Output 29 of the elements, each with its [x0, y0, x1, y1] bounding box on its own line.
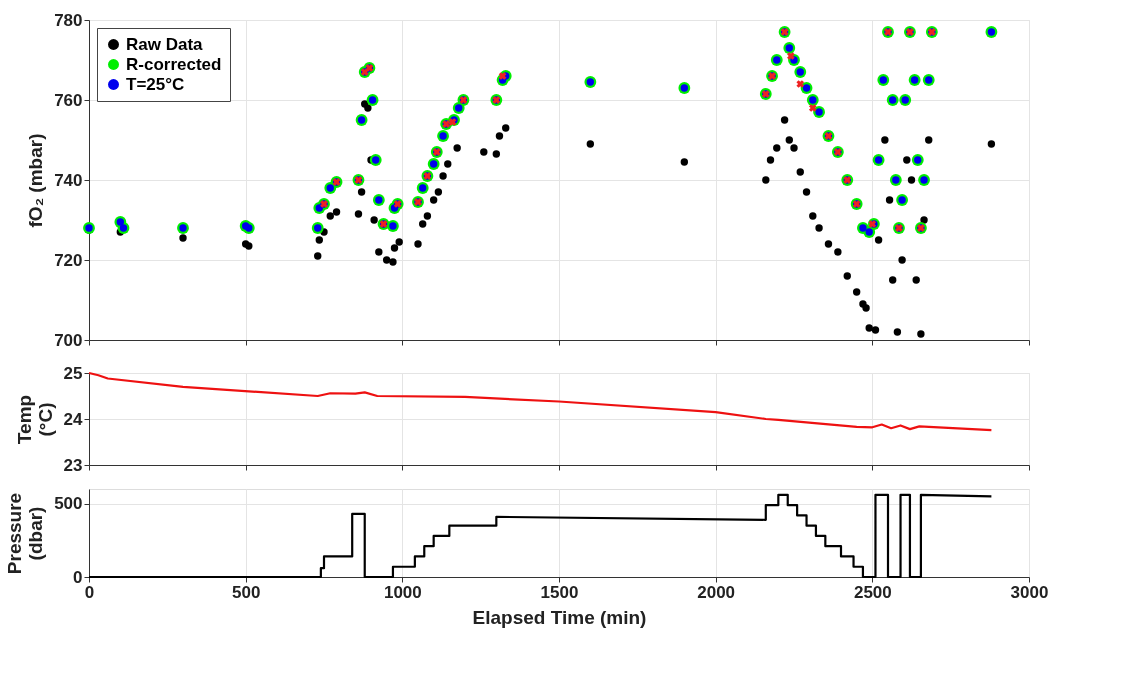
y-tick-label: 780 [54, 10, 83, 30]
y-tick-label: 720 [54, 250, 83, 270]
point [498, 72, 507, 80]
y-tick-label: 700 [54, 330, 83, 350]
y-tick-label: 740 [54, 170, 83, 190]
y-tick-label: 760 [54, 90, 83, 110]
y-tick-label: 24 [63, 409, 84, 429]
y-axis-title: fO₂ (mbar) [25, 133, 47, 228]
x-tick-label: 2500 [853, 582, 892, 602]
line-series [87, 371, 993, 432]
y-tick-label: 25 [63, 363, 83, 383]
x-tick-label: 1000 [383, 582, 422, 602]
x-tick-label: 1500 [540, 582, 579, 602]
y-tick-label: 23 [63, 455, 83, 475]
legend-label: Raw Data [126, 34, 204, 54]
legend-label: R-corrected [126, 54, 222, 74]
y-axis-title: Pressure (dbar) [4, 492, 47, 575]
point [808, 104, 817, 112]
y-tick-label: 0 [73, 567, 83, 587]
y-axis-title: Temp (°C) [13, 394, 56, 445]
x-tick-label: 3000 [1010, 582, 1049, 602]
x-tick-label: 2000 [697, 582, 736, 602]
y-tick-label: 500 [54, 494, 83, 514]
x-axis-title: Elapsed Time (min) [472, 606, 647, 628]
x-tick-label: 500 [231, 582, 261, 602]
line-series [87, 493, 993, 579]
point [787, 52, 795, 60]
point [796, 80, 805, 88]
legend-label: T=25°C [126, 74, 185, 94]
